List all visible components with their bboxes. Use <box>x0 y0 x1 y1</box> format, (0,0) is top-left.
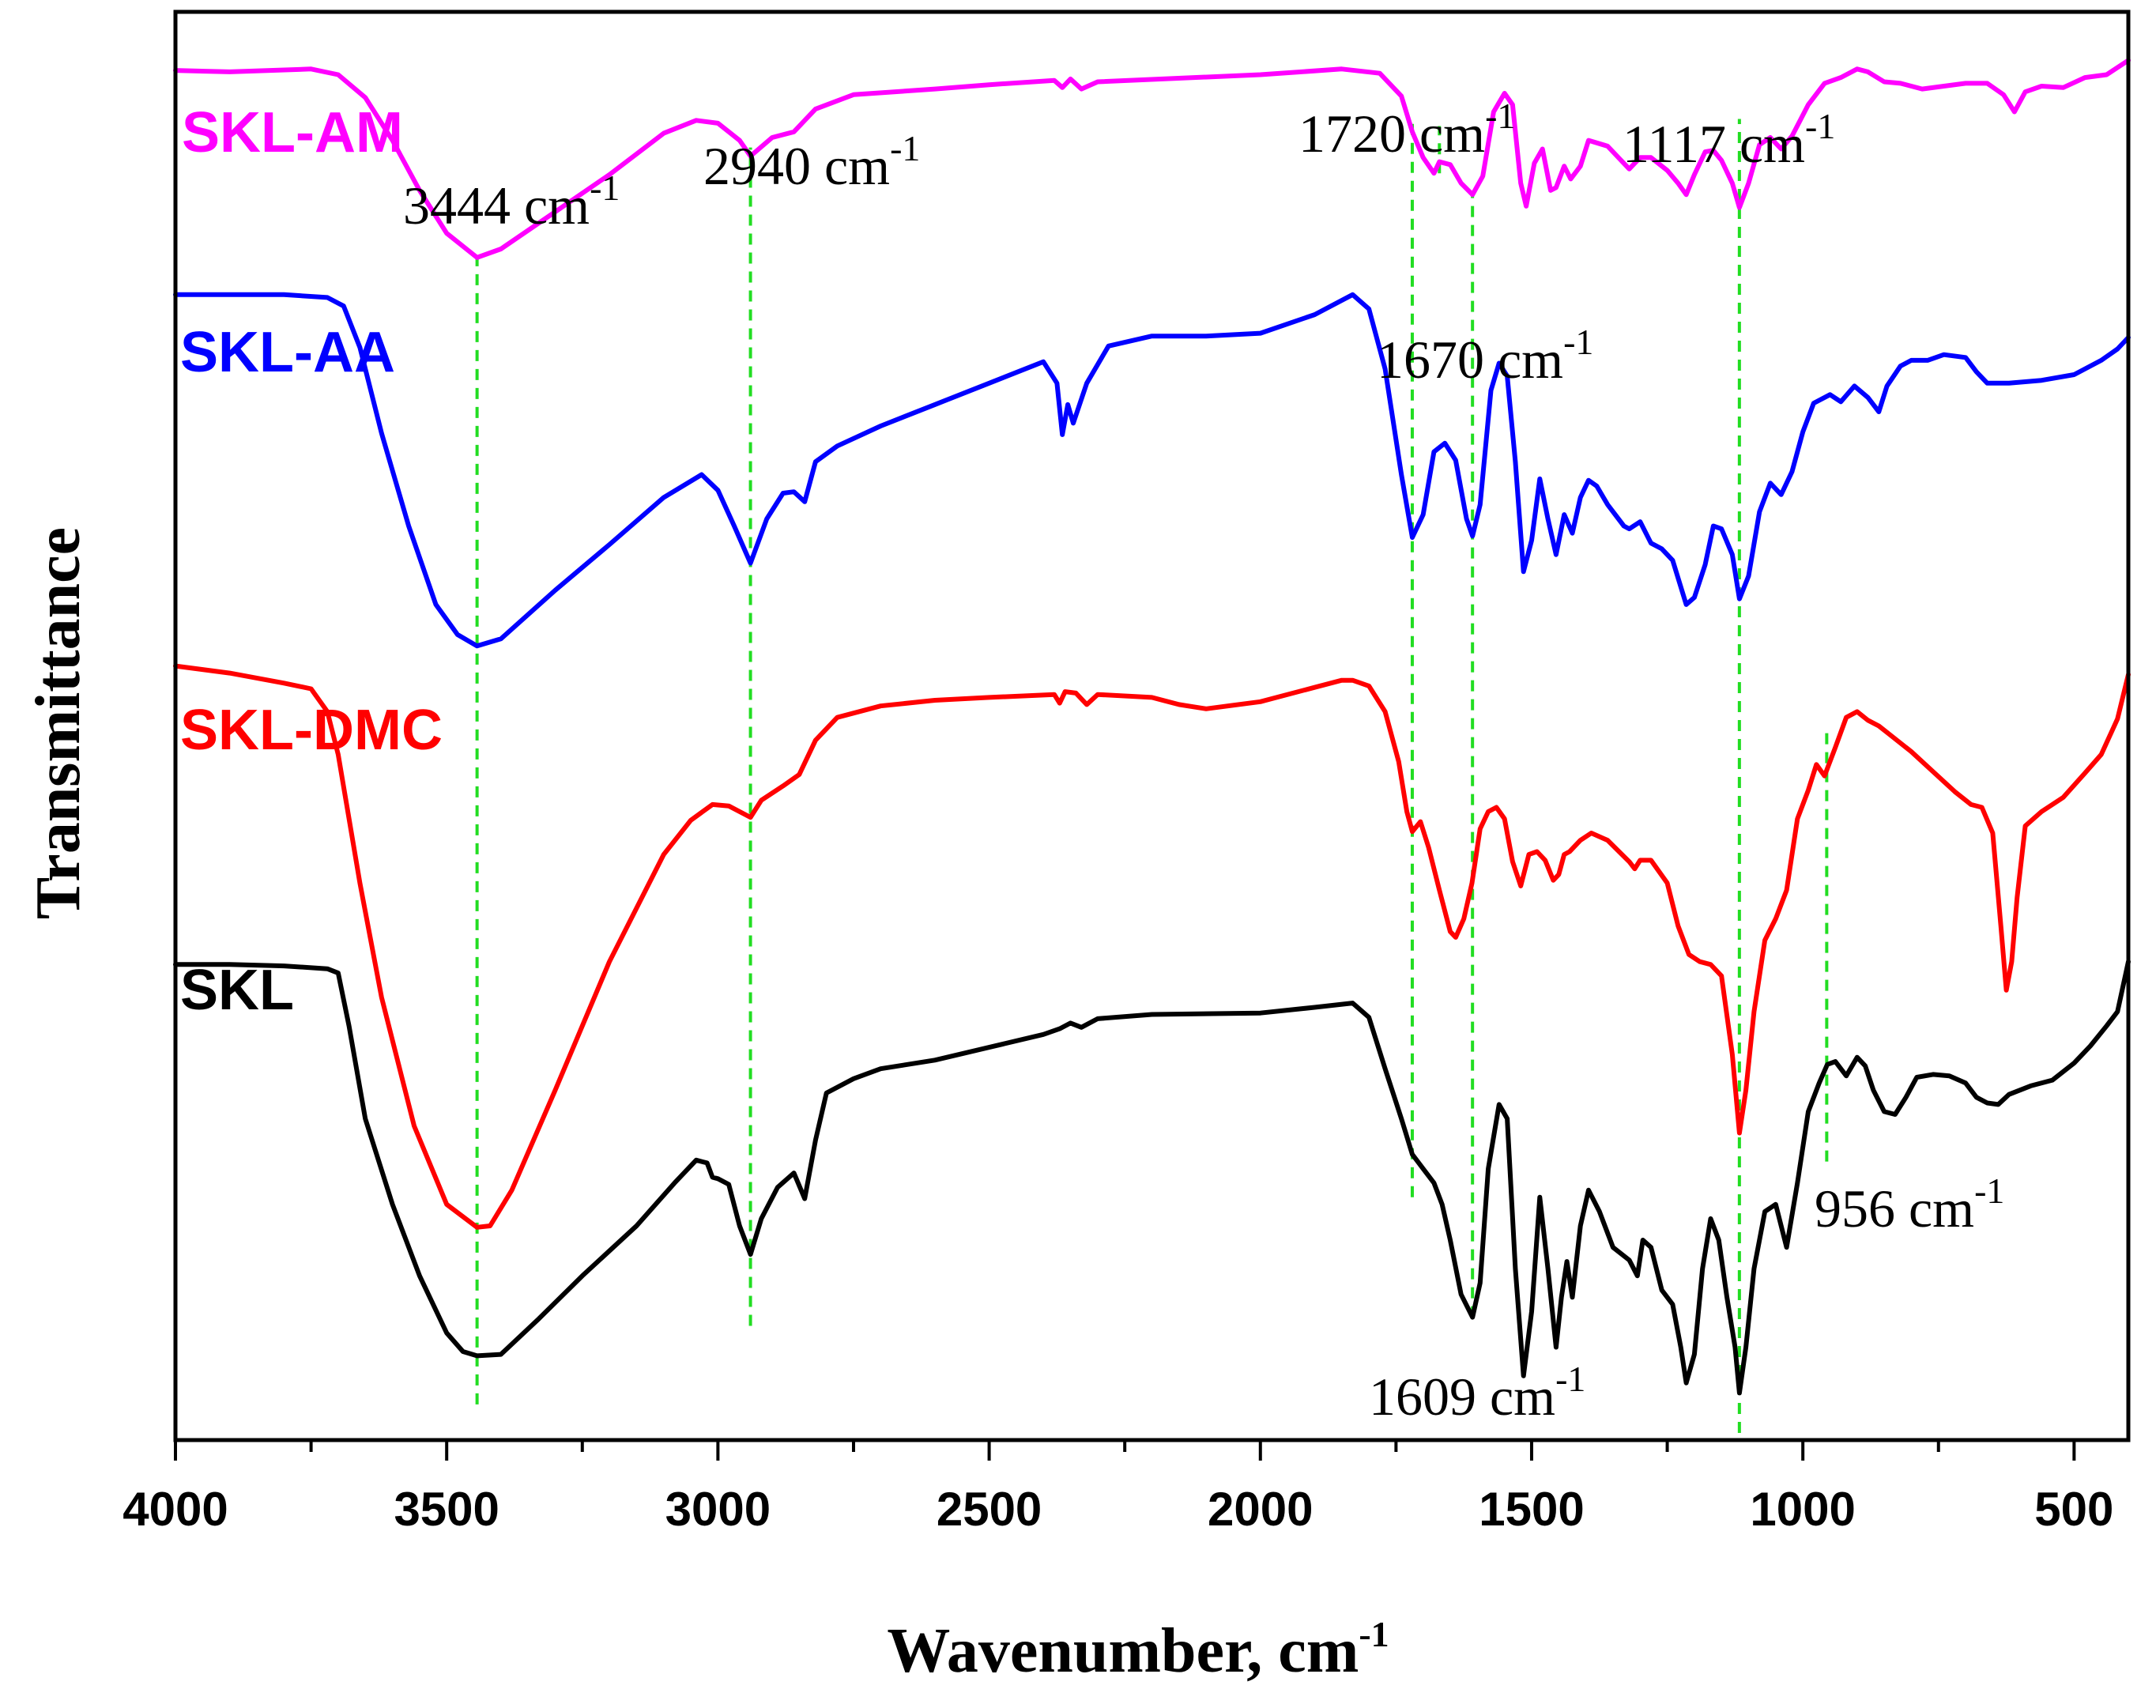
plot-frame <box>173 9 2131 1442</box>
series-label-skl-aa: SKL-AA <box>180 321 395 384</box>
x-tick-label-1000: 1000 <box>1750 1483 1855 1536</box>
y-axis-title: Transmittance <box>24 527 93 919</box>
annotation-1720: 1720 cm-1 <box>1298 96 1515 164</box>
series-line-skl-dmc <box>173 663 2131 1230</box>
x-tick-label-2000: 2000 <box>1208 1483 1313 1536</box>
series-label-skl-dmc: SKL-DMC <box>180 699 443 762</box>
x-tick-label-3000: 3000 <box>665 1483 771 1536</box>
annotation-956: 956 cm-1 <box>1815 1171 2004 1239</box>
annotation-2940: 2940 cm-1 <box>703 128 920 196</box>
x-tick-label-3500: 3500 <box>394 1483 499 1536</box>
annotation-1670: 1670 cm-1 <box>1377 322 1593 390</box>
annotation-1117: 1117 cm-1 <box>1623 106 1835 174</box>
annotation-1609: 1609 cm-1 <box>1369 1359 1585 1427</box>
series-label-skl: SKL <box>180 959 294 1022</box>
x-axis-title: Wavenumber, cm-1 <box>887 1614 1389 1686</box>
series-line-skl <box>173 959 2131 1396</box>
x-tick-label-1500: 1500 <box>1479 1483 1584 1536</box>
x-tick-label-500: 500 <box>2034 1483 2113 1536</box>
reference-lines <box>475 119 1829 1433</box>
annotation-3444: 3444 cm-1 <box>403 168 620 236</box>
series-label-skl-am: SKL-AM <box>182 101 403 164</box>
series-line-skl-aa <box>173 292 2131 649</box>
x-tick-label-2500: 2500 <box>937 1483 1042 1536</box>
x-tick-label-4000: 4000 <box>122 1483 228 1536</box>
series-line-skl-am <box>173 58 2131 260</box>
spectra <box>173 58 2131 1396</box>
x-axis-ticks: 4000 3500 3000 2500 2000 1500 1000 500 <box>122 1440 2113 1536</box>
